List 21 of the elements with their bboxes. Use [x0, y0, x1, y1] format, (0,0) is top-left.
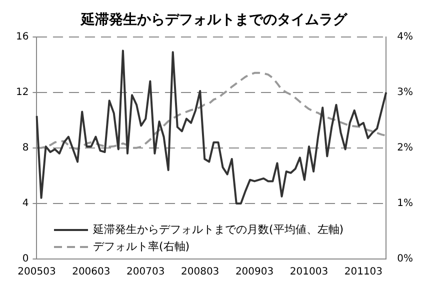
- legend-label: デフォルト率(右軸): [93, 239, 190, 255]
- chart-title: 延滞発生からデフォルトまでのタイムラグ: [80, 12, 348, 28]
- x-tick-label: 200903: [235, 266, 274, 278]
- line-series: [36, 72, 388, 150]
- y2-tick-label: 2%: [397, 142, 414, 154]
- y2-tick-label: 3%: [397, 86, 414, 98]
- y2-tick-label: 0%: [397, 254, 414, 265]
- y-tick-label: 0: [22, 254, 29, 265]
- x-tick-label: 200603: [72, 266, 110, 278]
- x-tick-label: 200803: [180, 266, 220, 278]
- y2-tick-label: 4%: [397, 31, 414, 42]
- x-tick-label: 200703: [126, 266, 165, 278]
- y-tick-label: 16: [16, 31, 29, 42]
- y-tick-label: 8: [22, 142, 29, 154]
- y-tick-label: 4: [22, 198, 29, 210]
- legend-label: 延滞発生からデフォルトまでの月数(平均値、左軸): [93, 222, 344, 238]
- y-tick-label: 12: [16, 86, 29, 98]
- y2-tick-label: 1%: [397, 198, 414, 210]
- x-tick-label: 200503: [18, 266, 56, 278]
- x-tick-label: 201103: [344, 266, 383, 278]
- x-tick-label: 201003: [290, 266, 328, 278]
